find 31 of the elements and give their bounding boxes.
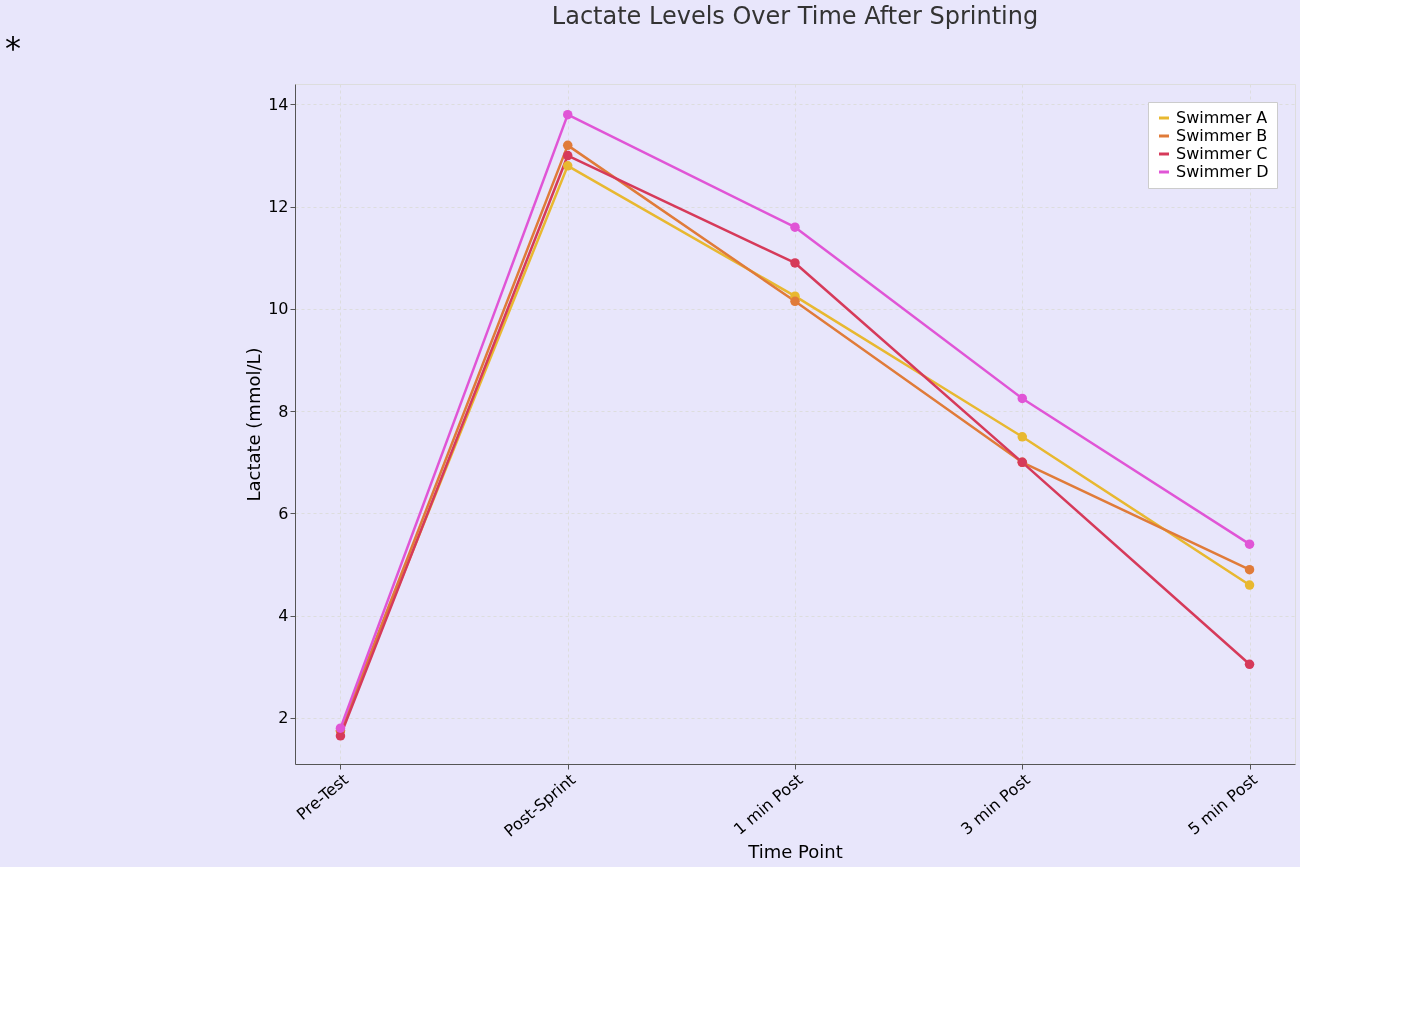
y-tick-label: 12 — [268, 197, 289, 217]
legend-label: Swimmer B — [1176, 126, 1268, 145]
y-tick-label: 6 — [278, 503, 289, 523]
point — [790, 222, 800, 232]
point — [1017, 432, 1028, 442]
y-tick-label: 8 — [278, 401, 289, 421]
y-tick-label: 14 — [268, 94, 289, 114]
legend-label: Swimmer C — [1176, 144, 1268, 163]
point — [562, 109, 573, 120]
point — [790, 258, 800, 268]
legend-label: Swimmer A — [1176, 108, 1268, 127]
point — [1244, 659, 1255, 670]
x-tick-label: 1 min Post — [729, 769, 807, 839]
y-tick-label: 2 — [278, 708, 289, 728]
chart-title: Lactate Levels Over Time After Sprinting — [551, 2, 1039, 30]
point — [1244, 539, 1255, 549]
y-tick-label: 4 — [278, 606, 289, 626]
point — [1244, 580, 1255, 590]
x-tick-label: 3 min Post — [957, 769, 1034, 839]
point — [790, 296, 800, 307]
y-axis-title: Lactate (mmol/L) — [243, 347, 265, 502]
point — [562, 161, 573, 171]
point — [1244, 564, 1255, 575]
text: * — [5, 29, 21, 67]
x-axis-title: Time Point — [747, 840, 843, 862]
point — [562, 140, 573, 151]
legend-label: Swimmer D — [1176, 162, 1269, 181]
point — [1017, 393, 1028, 404]
y-tick-label: 10 — [268, 299, 289, 319]
x-tick-label: 5 min Post — [1184, 769, 1261, 839]
point — [562, 150, 573, 161]
